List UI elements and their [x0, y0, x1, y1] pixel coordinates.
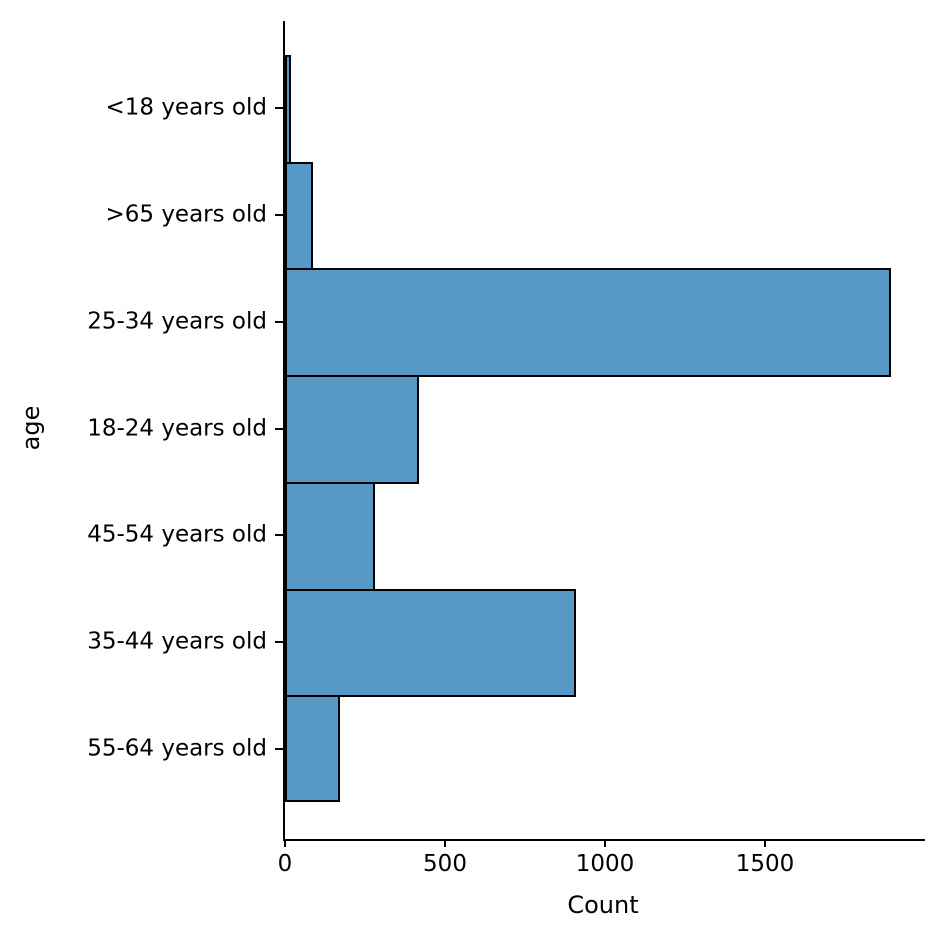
y-tick-label: 45-54 years old [87, 521, 267, 548]
bar-55-64-years-old [285, 695, 341, 802]
y-tick-label: >65 years old [105, 201, 267, 228]
y-tick-label: 55-64 years old [87, 735, 267, 762]
plot-area: <18 years old >65 years old 25-34 years ol… [87, 21, 925, 876]
y-axis-title: age [17, 405, 45, 451]
y-tick-label: 35-44 years old [87, 628, 267, 655]
bar-35-44-years-old [285, 588, 577, 698]
y-tick-label: 25-34 years old [87, 308, 267, 335]
x-tick-label: 500 [423, 851, 467, 877]
y-tick-mark [275, 534, 283, 537]
bar-18-24-years-old [285, 375, 419, 484]
x-tick-mark [284, 839, 286, 847]
y-tick-label: 18-24 years old [87, 415, 267, 441]
y-tick-mark [275, 640, 283, 643]
bar--18-years-old [285, 55, 292, 164]
y-tick-mark [275, 427, 283, 430]
bar-45-54-years-old [285, 481, 376, 591]
x-tick-mark [444, 839, 446, 847]
y-tick-mark [275, 214, 283, 217]
y-tick-mark [275, 320, 283, 323]
bar--65-years-old [285, 161, 314, 271]
x-axis-title: Count [567, 891, 639, 919]
x-tick-label: 0 [277, 851, 293, 877]
x-tick-mark [764, 839, 766, 847]
x-tick-label: 1500 [735, 851, 795, 877]
y-tick-mark [275, 107, 283, 110]
y-tick-mark [275, 747, 283, 750]
x-tick-mark [604, 839, 606, 847]
y-tick-label: <18 years old [105, 94, 267, 121]
x-tick-label: 1000 [575, 851, 635, 877]
bar-25-34-years-old [285, 268, 892, 378]
